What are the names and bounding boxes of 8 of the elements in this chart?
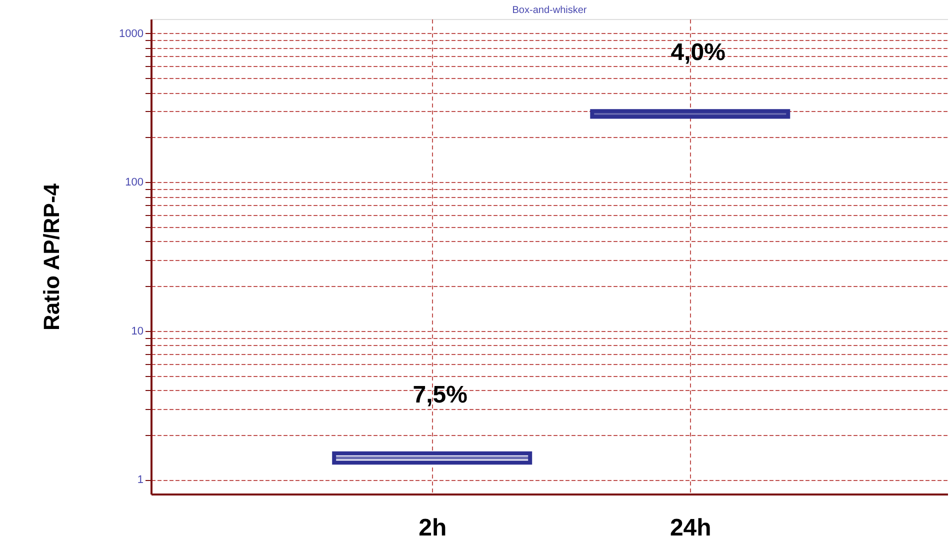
y-axis-title: Ratio AP/RP-4 (39, 182, 64, 331)
y-tick-label: 1 (137, 474, 144, 486)
x-tick-label: 2h (418, 514, 447, 542)
y-tick-label: 1000 (119, 28, 144, 40)
y-tick-label: 10 (131, 325, 144, 338)
y-tick-label: 100 (125, 176, 144, 189)
x-tick-label: 24h (670, 514, 712, 542)
chart-title: Box-and-whisker (512, 5, 588, 16)
